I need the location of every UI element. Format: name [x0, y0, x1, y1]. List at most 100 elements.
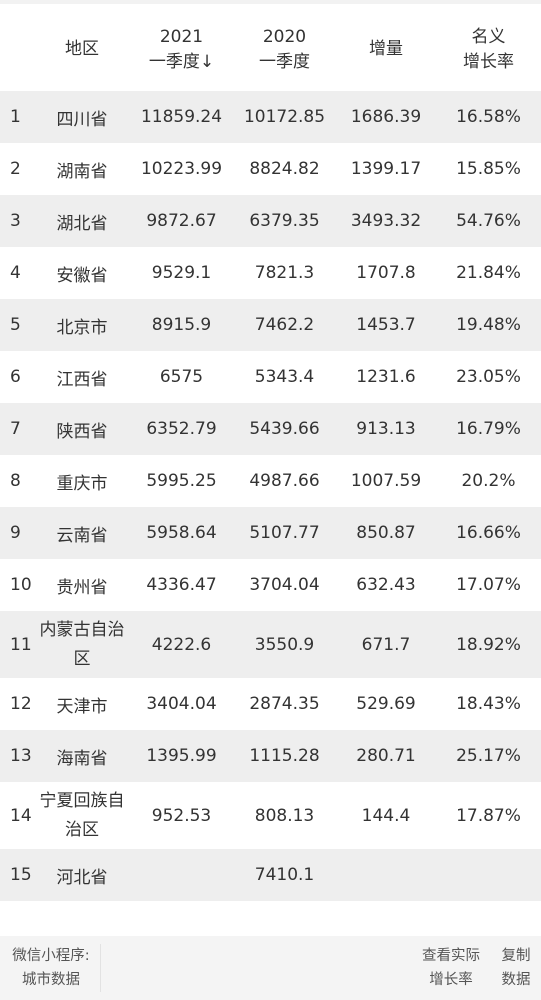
rank-cell: 3: [0, 195, 34, 247]
growth-rate-cell: 16.58%: [436, 91, 541, 143]
increase-cell: 1007.59: [350, 471, 422, 491]
header-nominal-growth[interactable]: 名义 增长率: [463, 26, 514, 72]
rank-cell: 6: [10, 367, 21, 387]
table-row: 3 湖北省 9872.67 6379.35 3493.32 54.76%: [0, 195, 541, 247]
table-row: 15 河北省 7410.1: [0, 849, 541, 901]
q1-2021-cell: 9529.1: [151, 263, 212, 283]
q1-2021-cell: 4336.47: [146, 575, 217, 595]
table-row: 10 贵州省 4336.47 3704.04 632.43 17.07%: [0, 559, 541, 611]
q1-2021-cell: 1395.99: [130, 730, 233, 782]
rank-cell: 13: [0, 730, 34, 782]
table-row: 7 陕西省 6352.79 5439.66 913.13 16.79%: [0, 403, 541, 455]
growth-rate-cell: 17.07%: [456, 575, 521, 595]
q1-2021-cell: 6352.79: [130, 403, 233, 455]
rank-cell: 11: [0, 611, 34, 678]
q1-2021-cell: 9872.67: [130, 195, 233, 247]
header-2021-q1[interactable]: 2021 一季度↓: [148, 26, 215, 72]
q1-2021-cell: 10223.99: [140, 159, 223, 179]
region-cell: 江西省: [56, 369, 108, 390]
region-cell: 北京市: [34, 299, 130, 351]
rank-cell: 12: [10, 694, 32, 714]
q1-2021-cell: 4222.6: [130, 611, 233, 678]
q1-2020-cell: 6379.35: [233, 195, 336, 247]
growth-rate-cell: [436, 849, 541, 901]
q1-2021-cell: 11859.24: [130, 91, 233, 143]
region-cell: 重庆市: [56, 473, 108, 494]
q1-2020-cell: 10172.85: [233, 91, 336, 143]
rank-cell: 14: [10, 805, 32, 826]
rank-cell: 4: [10, 263, 21, 283]
increase-cell: 850.87: [336, 507, 436, 559]
rank-cell: 8: [10, 471, 21, 491]
q1-2020-cell: 8824.82: [249, 159, 320, 179]
table-header-row: 地区 2021 一季度↓ 2020 一季度 增量 名义 增长率: [0, 8, 541, 91]
header-rank: [0, 8, 34, 91]
q1-2020-cell: 808.13: [254, 805, 315, 826]
growth-rate-cell: 23.05%: [456, 367, 521, 387]
rank-cell: 1: [0, 91, 34, 143]
region-cell: 海南省: [34, 730, 130, 782]
q1-2021-cell: 952.53: [151, 805, 212, 826]
increase-cell: 529.69: [356, 694, 416, 714]
region-cell: 安徽省: [56, 265, 108, 286]
growth-rate-cell: 21.84%: [456, 263, 521, 283]
q1-2020-cell: 7410.1: [233, 849, 336, 901]
growth-rate-cell: 20.2%: [461, 471, 516, 491]
region-cell: 天津市: [56, 696, 108, 717]
table-row: 5 北京市 8915.9 7462.2 1453.7 19.48%: [0, 299, 541, 351]
table-row: 12 天津市 3404.04 2874.35 529.69 18.43%: [0, 678, 541, 730]
increase-cell: 3493.32: [336, 195, 436, 247]
header-increase[interactable]: 增量: [369, 39, 403, 59]
gdp-table: 地区 2021 一季度↓ 2020 一季度 增量 名义 增长率 1 四川省 11859.2…: [0, 8, 541, 901]
q1-2020-cell: 1115.28: [233, 730, 336, 782]
q1-2020-cell: 3550.9: [233, 611, 336, 678]
q1-2021-cell: 5995.25: [146, 471, 217, 491]
header-2020-q1[interactable]: 2020 一季度: [259, 26, 310, 72]
growth-rate-cell: 16.66%: [436, 507, 541, 559]
q1-2020-cell: 7462.2: [233, 299, 336, 351]
q1-2020-cell: 5439.66: [233, 403, 336, 455]
increase-cell: 1707.8: [356, 263, 416, 283]
q1-2021-cell: [130, 849, 233, 901]
view-actual-growth-link[interactable]: 查看实际 增长率: [422, 948, 480, 988]
increase-cell: 632.43: [356, 575, 416, 595]
table-row: 9 云南省 5958.64 5107.77 850.87 16.66%: [0, 507, 541, 559]
q1-2020-cell: 2874.35: [249, 694, 320, 714]
region-cell: 内蒙古自治区: [34, 611, 130, 678]
q1-2020-cell: 3704.04: [249, 575, 320, 595]
q1-2020-cell: 5343.4: [254, 367, 315, 387]
rank-cell: 9: [0, 507, 34, 559]
table-row: 14 宁夏回族自 治区 952.53 808.13 144.4 17.87%: [0, 782, 541, 849]
rank-cell: 5: [0, 299, 34, 351]
growth-rate-cell: 18.43%: [456, 694, 521, 714]
region-cell: 湖南省: [56, 161, 108, 182]
source-label: 微信小程序: 城市数据: [12, 948, 90, 988]
table-row: 4 安徽省 9529.1 7821.3 1707.8 21.84%: [0, 247, 541, 299]
q1-2020-cell: 4987.66: [249, 471, 320, 491]
growth-rate-cell: 54.76%: [436, 195, 541, 247]
region-cell: 陕西省: [34, 403, 130, 455]
increase-cell: 280.71: [336, 730, 436, 782]
rank-cell: 10: [10, 575, 32, 595]
increase-cell: 671.7: [336, 611, 436, 678]
table-row: 13 海南省 1395.99 1115.28 280.71 25.17%: [0, 730, 541, 782]
table-row: 1 四川省 11859.24 10172.85 1686.39 16.58%: [0, 91, 541, 143]
increase-cell: 1453.7: [336, 299, 436, 351]
region-cell: 湖北省: [34, 195, 130, 247]
footer-bar: 微信小程序: 城市数据 查看实际 增长率 复制 数据: [0, 936, 541, 1000]
growth-rate-cell: 15.85%: [456, 159, 521, 179]
q1-2020-cell: 7821.3: [254, 263, 315, 283]
growth-rate-cell: 19.48%: [436, 299, 541, 351]
q1-2021-cell: 6575: [159, 367, 204, 387]
increase-cell: 1231.6: [356, 367, 416, 387]
rank-cell: 7: [0, 403, 34, 455]
growth-rate-cell: 17.87%: [456, 805, 521, 826]
region-cell: 四川省: [34, 91, 130, 143]
copy-data-link[interactable]: 复制 数据: [501, 948, 531, 988]
table-row: 6 江西省 6575 5343.4 1231.6 23.05%: [0, 351, 541, 403]
header-region[interactable]: 地区: [65, 39, 99, 59]
region-cell: 云南省: [34, 507, 130, 559]
region-cell: 河北省: [34, 849, 130, 901]
increase-cell: [336, 849, 436, 901]
footer-divider: [100, 944, 101, 992]
